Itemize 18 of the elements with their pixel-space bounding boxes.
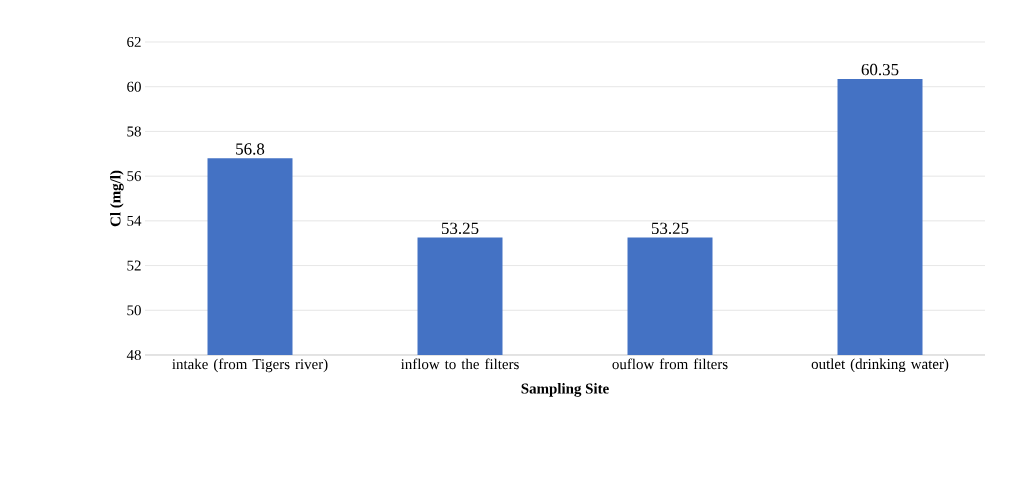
data-label: 56.8 <box>236 143 265 155</box>
data-label: 53.25 <box>441 222 479 235</box>
x-tick-label: intake (from Tigers river) <box>172 358 328 373</box>
data-label: 60.35 <box>861 63 899 76</box>
x-axis-title: Sampling Site <box>521 383 609 397</box>
y-tick-label: 62 <box>127 36 141 48</box>
y-tick-label: 56 <box>127 171 142 182</box>
y-tick-label: 52 <box>127 260 141 271</box>
y-tick-label: 50 <box>127 305 141 316</box>
x-tick-label: inflow to the filters <box>400 358 519 370</box>
y-axis-title: Cl (mg/l) <box>110 170 124 227</box>
x-tick-label: ouflow from filters <box>612 358 728 370</box>
y-tick-label: 54 <box>127 215 142 226</box>
y-tick-label: 58 <box>127 126 141 137</box>
x-tick-label: outlet (drinking water) <box>811 358 949 373</box>
y-tick-label: 60 <box>127 81 141 92</box>
data-label: 53.25 <box>651 222 689 235</box>
y-tick-label: 48 <box>126 349 141 361</box>
